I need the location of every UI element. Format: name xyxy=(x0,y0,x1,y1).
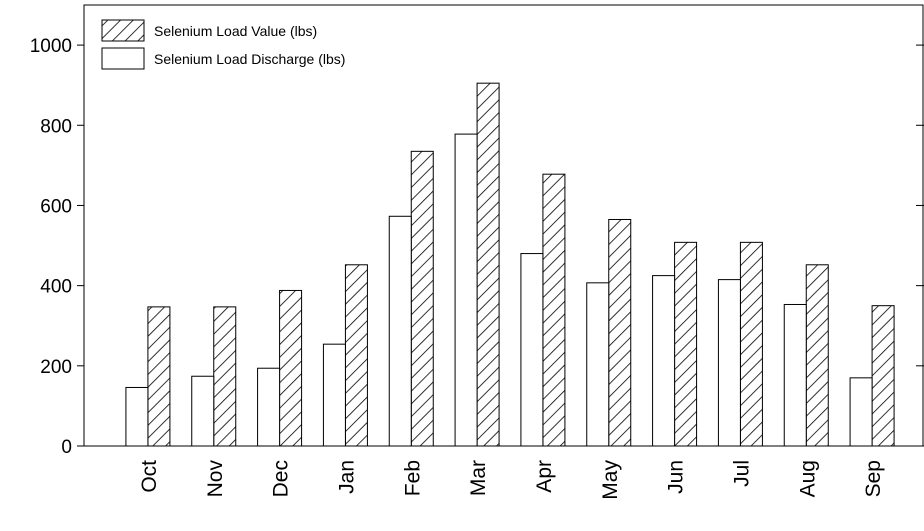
bar xyxy=(257,367,281,447)
bar xyxy=(542,173,566,447)
y-tick-label: 600 xyxy=(40,196,72,217)
bar xyxy=(717,279,741,447)
x-tick-label: Jun xyxy=(665,460,688,494)
legend-label: Selenium Load Value (lbs) xyxy=(154,23,317,39)
bar xyxy=(520,253,544,447)
x-tick-label: Nov xyxy=(204,460,227,498)
x-tick-label: Jan xyxy=(335,460,358,494)
bar xyxy=(147,306,171,447)
bar xyxy=(586,282,610,447)
bar xyxy=(191,375,215,447)
x-tick-label: Feb xyxy=(401,460,424,496)
bar xyxy=(344,264,368,447)
x-tick-label: Aug xyxy=(796,460,819,497)
bar xyxy=(739,241,763,447)
legend-label: Selenium Load Discharge (lbs) xyxy=(154,51,345,67)
legend-swatch xyxy=(101,19,145,42)
x-tick-label: May xyxy=(599,460,622,500)
y-tick-label: 200 xyxy=(40,357,72,378)
bar xyxy=(322,343,346,447)
y-tick-label: 0 xyxy=(61,437,72,458)
bar xyxy=(674,241,698,447)
bar xyxy=(388,215,412,447)
bar xyxy=(652,275,676,447)
bar xyxy=(125,386,149,447)
bar xyxy=(279,289,303,447)
plot-frame xyxy=(83,4,924,447)
legend-swatch xyxy=(101,47,145,70)
bar xyxy=(213,306,237,447)
bar xyxy=(805,264,829,447)
x-tick-label: Oct xyxy=(138,460,161,493)
bar xyxy=(608,218,632,447)
x-tick-label: Jul xyxy=(730,460,753,487)
y-tick-label: 400 xyxy=(40,277,72,298)
bar xyxy=(849,377,873,447)
x-tick-label: Apr xyxy=(533,460,556,493)
y-tick-label: 800 xyxy=(40,116,72,137)
bar xyxy=(476,82,500,447)
bar xyxy=(410,150,434,447)
x-tick-label: Mar xyxy=(467,460,490,496)
y-tick-label: 1000 xyxy=(30,36,72,57)
x-tick-label: Sep xyxy=(862,460,885,497)
bar xyxy=(871,305,895,447)
x-tick-label: Dec xyxy=(270,460,293,497)
bar xyxy=(783,303,807,447)
bar xyxy=(454,133,478,447)
